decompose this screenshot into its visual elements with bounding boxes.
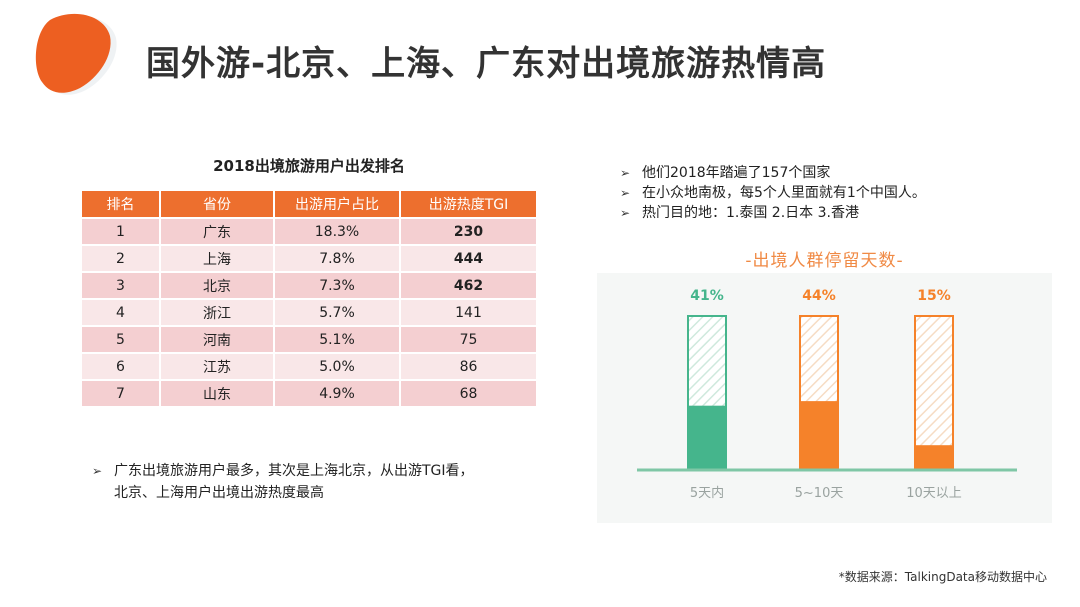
- arrow-bullet-icon: ➢: [92, 464, 103, 478]
- summary-line: 北京、上海用户出境出游热度最高: [114, 485, 324, 501]
- ranking-table: 排名 省份 出游用户占比 出游热度TGI 1 广东 18.3% 230 2 上海 7.8% 4…: [82, 191, 536, 406]
- note-item: ➢ 热门目的地：1.泰国 2.日本 3.香港: [620, 203, 926, 223]
- summary-text: ➢ 广东出境旅游用户最多，其次是上海北京，从出游TGI看， 北京、上海用户出境出游…: [92, 460, 474, 504]
- bar: [800, 401, 838, 468]
- table-title: 2018出境旅游用户出发排名: [213, 157, 405, 175]
- category-label: 10天以上: [906, 486, 962, 501]
- category-label: 5天内: [690, 485, 724, 501]
- cell-share: 5.7%: [274, 298, 401, 326]
- header-share: 出游用户占比: [274, 191, 401, 218]
- note-text: 热门目的地：1.泰国 2.日本 3.香港: [642, 205, 859, 221]
- cell-rank: 6: [82, 352, 161, 380]
- page-title: 国外游-北京、上海、广东对出境旅游热情高: [146, 44, 827, 84]
- table-row: 5 河南 5.1% 75: [82, 325, 536, 353]
- table-row: 6 江苏 5.0% 86: [82, 352, 536, 380]
- cell-share: 5.1%: [274, 325, 401, 353]
- table-row: 1 广东 18.3% 230: [82, 217, 536, 245]
- chart-panel: 41% 5天内 44% 5~10天 15% 10天以上: [597, 273, 1052, 523]
- stay-duration-chart: 41% 5天内 44% 5~10天 15% 10天以上: [637, 288, 1017, 501]
- cell-share: 18.3%: [274, 217, 401, 245]
- cell-tgi: 86: [400, 352, 536, 380]
- table-body: 1 广东 18.3% 230 2 上海 7.8% 444 3 北京 7.3% 462 4 浙江 5.7% 14…: [82, 217, 536, 406]
- cell-province: 山东: [160, 379, 275, 406]
- note-text: 在小众地南极，每5个人里面就有1个中国人。: [642, 185, 926, 201]
- table-row: 4 浙江 5.7% 141: [82, 298, 536, 326]
- notes-list: ➢ 他们2018年踏遍了157个国家 ➢ 在小众地南极，每5个人里面就有1个中国人。…: [620, 163, 926, 223]
- table-header-row: 排名 省份 出游用户占比 出游热度TGI: [82, 191, 536, 218]
- cell-province: 广东: [160, 217, 275, 245]
- table-row: 3 北京 7.3% 462: [82, 271, 536, 299]
- arrow-bullet-icon: ➢: [620, 206, 631, 220]
- cell-share: 4.9%: [274, 379, 401, 406]
- data-label: 15%: [917, 288, 951, 304]
- cell-rank: 4: [82, 298, 161, 326]
- cell-share: 7.8%: [274, 244, 401, 272]
- bar: [688, 405, 726, 468]
- cell-rank: 3: [82, 271, 161, 299]
- header-rank: 排名: [82, 191, 161, 218]
- header-province: 省份: [160, 191, 275, 218]
- cell-province: 上海: [160, 244, 275, 272]
- data-label: 41%: [690, 288, 724, 304]
- cell-tgi: 141: [400, 298, 536, 326]
- cell-province: 北京: [160, 271, 275, 299]
- brand-logo: [35, 13, 117, 95]
- header-tgi: 出游热度TGI: [400, 191, 536, 218]
- cell-share: 5.0%: [274, 352, 401, 380]
- arrow-bullet-icon: ➢: [620, 186, 631, 200]
- cell-share: 7.3%: [274, 271, 401, 299]
- chart-title: -出境人群停留天数-: [745, 251, 904, 271]
- cell-rank: 1: [82, 217, 161, 245]
- cell-province: 浙江: [160, 298, 275, 326]
- cell-tgi: 75: [400, 325, 536, 353]
- bar: [915, 445, 953, 468]
- table-row: 7 山东 4.9% 68: [82, 379, 536, 406]
- note-item: ➢ 他们2018年踏遍了157个国家: [620, 163, 926, 183]
- data-label: 44%: [802, 288, 836, 304]
- cell-rank: 2: [82, 244, 161, 272]
- cell-rank: 5: [82, 325, 161, 353]
- data-source: *数据来源：TalkingData移动数据中心: [838, 570, 1047, 584]
- summary-line: 广东出境旅游用户最多，其次是上海北京，从出游TGI看，: [114, 463, 474, 479]
- cell-tgi: 462: [400, 271, 536, 299]
- arrow-bullet-icon: ➢: [620, 166, 631, 180]
- cell-province: 江苏: [160, 352, 275, 380]
- note-item: ➢ 在小众地南极，每5个人里面就有1个中国人。: [620, 183, 926, 203]
- cell-tgi: 230: [400, 217, 536, 245]
- note-text: 他们2018年踏遍了157个国家: [642, 165, 831, 181]
- cell-tgi: 444: [400, 244, 536, 272]
- cell-rank: 7: [82, 379, 161, 406]
- cell-province: 河南: [160, 325, 275, 353]
- cell-tgi: 68: [400, 379, 536, 406]
- category-label: 5~10天: [795, 486, 844, 501]
- table-row: 2 上海 7.8% 444: [82, 244, 536, 272]
